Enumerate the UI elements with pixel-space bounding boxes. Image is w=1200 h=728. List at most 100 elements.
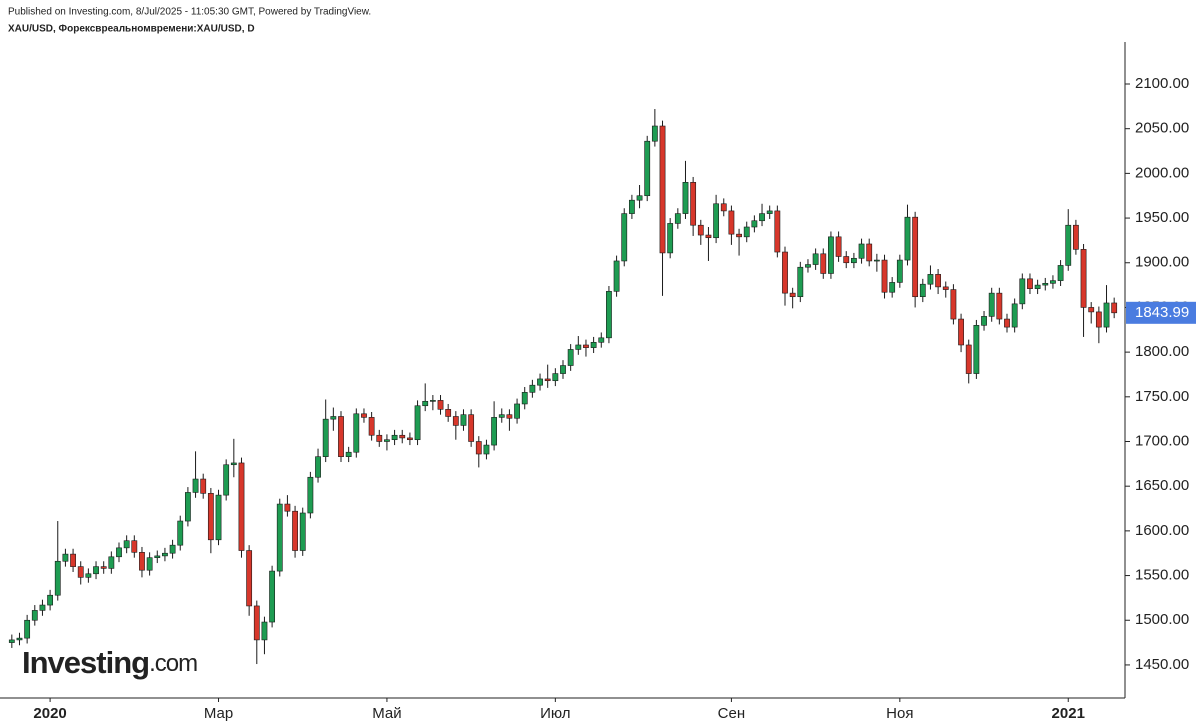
- y-tick-label: 1600.00: [1135, 522, 1189, 539]
- published-note: Published on Investing.com, 8/Jul/2025 -…: [8, 7, 371, 18]
- candle-body: [598, 337, 605, 343]
- y-tick-label: 1900.00: [1135, 254, 1189, 271]
- candle-body: [24, 619, 31, 639]
- y-tick-label: 1450.00: [1135, 656, 1189, 673]
- candle-body: [1050, 280, 1056, 284]
- logo-name: Investing: [22, 645, 149, 680]
- candle-body: [950, 289, 957, 320]
- x-tick-label: Июл: [540, 705, 570, 722]
- x-tick-label: Ноя: [886, 705, 913, 722]
- candle-body: [621, 213, 628, 262]
- candle-body: [697, 224, 704, 236]
- candle-body: [996, 292, 1003, 320]
- candle-body: [452, 416, 459, 426]
- candle-body: [246, 550, 253, 607]
- x-tick-label: 2020: [33, 705, 66, 722]
- candle-body: [1095, 311, 1102, 328]
- last-value-box: [1126, 301, 1196, 324]
- candle-body: [100, 566, 107, 569]
- candle-body: [514, 403, 520, 419]
- candle-body: [77, 566, 84, 578]
- candle-body: [116, 547, 122, 558]
- candle-body: [93, 566, 99, 575]
- candle-body: [299, 512, 306, 551]
- candle-body: [927, 274, 934, 285]
- candle-body: [123, 540, 130, 549]
- candle-body: [368, 417, 375, 436]
- candle-body: [674, 213, 681, 224]
- candle-body: [422, 400, 429, 407]
- candle-body: [475, 441, 482, 455]
- candle-body: [207, 493, 214, 541]
- candle-body: [713, 203, 720, 239]
- candle-body: [437, 400, 444, 410]
- candle-body: [200, 478, 207, 494]
- candle-body: [184, 492, 191, 522]
- candle-body: [70, 553, 76, 567]
- candle-body: [728, 210, 735, 235]
- candle-body: [39, 604, 46, 611]
- candle-body: [1004, 318, 1010, 328]
- candle-body: [820, 253, 827, 274]
- candle-body: [1103, 302, 1110, 328]
- candle-body: [330, 416, 337, 420]
- candle-body: [659, 125, 666, 254]
- logo: Investing.com: [22, 645, 197, 680]
- candle-body: [1034, 284, 1041, 289]
- candle-body: [575, 344, 582, 350]
- y-tick-label: 1800.00: [1135, 343, 1189, 360]
- candle-body: [1042, 283, 1049, 286]
- candle-body: [682, 182, 689, 214]
- candle-body: [858, 243, 865, 259]
- candle-body: [805, 264, 811, 268]
- candle-body: [789, 292, 796, 298]
- candle-body: [942, 286, 949, 290]
- candle-body: [743, 226, 750, 238]
- candle-body: [47, 594, 54, 606]
- candle-body: [399, 434, 406, 439]
- candle-body: [414, 405, 421, 441]
- candle-body: [560, 365, 566, 374]
- candle-body: [1088, 307, 1095, 313]
- candle-body: [361, 413, 367, 418]
- candle-body: [866, 243, 873, 262]
- candle-body: [460, 414, 467, 426]
- candle-body: [131, 540, 138, 553]
- x-tick-label: Сен: [718, 705, 745, 722]
- candle-body: [230, 462, 237, 466]
- y-tick-label: 1750.00: [1135, 388, 1189, 405]
- candle-body: [177, 520, 184, 546]
- candle-body: [162, 552, 168, 557]
- candle-body: [537, 378, 543, 386]
- candle-body: [850, 257, 857, 264]
- candle-body: [583, 344, 589, 348]
- candle-body: [284, 503, 291, 512]
- candle-body: [965, 344, 972, 374]
- candle-body: [828, 236, 834, 274]
- candle-body: [835, 236, 842, 257]
- candle-body: [429, 400, 436, 402]
- candle-body: [981, 316, 987, 326]
- candle-body: [31, 610, 38, 621]
- candle-body: [766, 210, 773, 214]
- candle-body: [919, 283, 926, 298]
- y-tick-label: 2100.00: [1135, 75, 1189, 92]
- candle-body: [406, 437, 413, 441]
- candle-body: [651, 125, 658, 142]
- candle-body: [797, 266, 804, 298]
- candle-body: [896, 259, 903, 283]
- candle-body: [468, 414, 475, 442]
- candle-body: [307, 476, 314, 514]
- candle-body: [261, 621, 268, 641]
- candle-body: [108, 556, 115, 569]
- candle-body: [322, 418, 329, 457]
- candle-body: [491, 417, 498, 446]
- candle-body: [391, 434, 398, 441]
- candle-body: [636, 195, 643, 201]
- candle-body: [139, 552, 145, 571]
- candle-body: [1072, 224, 1079, 250]
- candle-body: [192, 478, 199, 493]
- y-tick-label: 1950.00: [1135, 209, 1189, 226]
